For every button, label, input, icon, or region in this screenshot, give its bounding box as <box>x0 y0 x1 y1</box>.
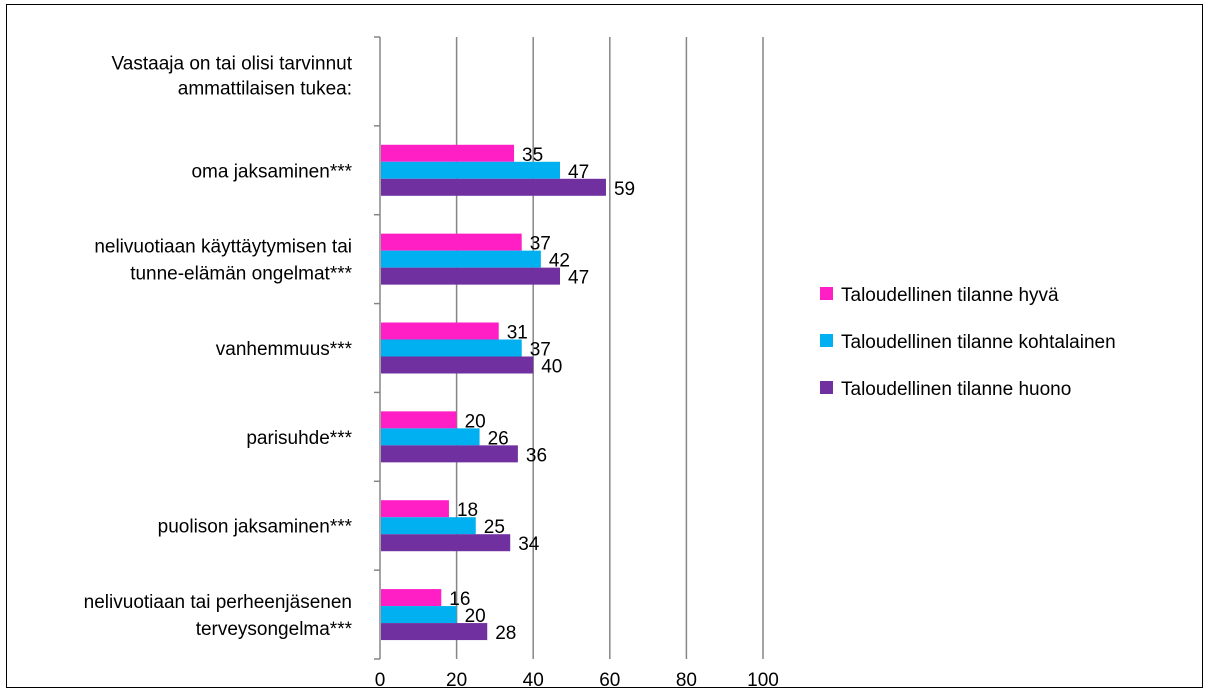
value-label-2-series-1: 37 <box>530 340 551 361</box>
value-label-2-series-2: 40 <box>541 357 562 378</box>
bar-3-series-2 <box>381 445 518 463</box>
x-tick-label-100: 100 <box>747 670 779 686</box>
x-tick-label-80: 80 <box>676 670 697 686</box>
legend-label-2: Taloudellinen tilanne huono <box>841 379 1071 400</box>
value-label-2-series-0: 31 <box>507 323 528 344</box>
bar-5-series-1 <box>381 606 457 624</box>
value-label-5-series-0: 16 <box>449 589 470 610</box>
category-label-5: terveysongelma*** <box>196 619 353 640</box>
bar-1-series-2 <box>381 267 561 285</box>
bar-2-series-2 <box>381 356 534 374</box>
value-label-0-series-2: 59 <box>614 179 635 200</box>
x-tick-label-20: 20 <box>446 670 467 686</box>
value-label-4-series-2: 34 <box>518 534 540 555</box>
legend-swatch-2 <box>820 381 833 394</box>
value-label-3-series-1: 26 <box>488 428 509 449</box>
bar-chart: 0 20 40 60 80 100 Vastaaja on tai olisi tarvin… <box>84 36 1116 686</box>
bar-2-series-1 <box>381 339 522 357</box>
bar-1-series-1 <box>381 250 541 268</box>
category-label-2: vanhemmuus*** <box>216 339 353 360</box>
value-label-1-series-0: 37 <box>530 234 551 255</box>
bar-4-series-0 <box>381 500 449 518</box>
category-label-1: nelivuotiaan käyttäytymisen tai <box>94 237 352 258</box>
legend-label-0: Taloudellinen tilanne hyvä <box>841 285 1059 306</box>
value-label-4-series-0: 18 <box>457 500 478 521</box>
value-label-1-series-2: 47 <box>568 268 589 289</box>
bar-4-series-1 <box>381 517 476 535</box>
bar-5-series-0 <box>381 589 442 607</box>
value-label-4-series-1: 25 <box>484 517 505 538</box>
header-label-line: Vastaaja on tai olisi tarvinnut <box>112 53 353 74</box>
value-label-0-series-0: 35 <box>522 145 543 166</box>
x-tick-label-60: 60 <box>599 670 620 686</box>
category-label-3: parisuhde*** <box>246 428 352 449</box>
category-label-5: nelivuotiaan tai perheenjäsenen <box>84 592 352 613</box>
x-tick-label-0: 0 <box>375 670 386 686</box>
bar-0-series-1 <box>381 161 561 179</box>
value-label-1-series-1: 42 <box>549 251 570 272</box>
legend-swatch-1 <box>820 334 833 347</box>
category-label-1: tunne-elämän ongelmat*** <box>130 264 352 285</box>
header-label-line: ammattilaisen tukea: <box>178 78 352 99</box>
category-label-0: oma jaksaminen*** <box>191 161 352 182</box>
bar-5-series-2 <box>381 623 488 641</box>
bar-3-series-1 <box>381 428 480 446</box>
value-label-5-series-1: 20 <box>465 606 486 627</box>
legend-swatch-0 <box>820 287 833 300</box>
category-label-4: puolison jaksaminen*** <box>158 517 353 538</box>
bar-0-series-2 <box>381 178 606 196</box>
chart-frame: 0 20 40 60 80 100 Vastaaja on tai olisi tarvin… <box>6 4 1203 688</box>
legend-label-1: Taloudellinen tilanne kohtalainen <box>841 332 1116 353</box>
value-label-3-series-2: 36 <box>526 445 547 466</box>
bar-2-series-0 <box>381 322 499 340</box>
bar-1-series-0 <box>381 233 522 251</box>
x-tick-label-40: 40 <box>523 670 544 686</box>
value-label-0-series-1: 47 <box>568 162 589 183</box>
value-label-3-series-0: 20 <box>465 411 486 432</box>
value-label-5-series-2: 28 <box>495 623 516 644</box>
bar-0-series-0 <box>381 144 515 162</box>
bar-4-series-2 <box>381 534 511 552</box>
bar-3-series-0 <box>381 411 457 429</box>
